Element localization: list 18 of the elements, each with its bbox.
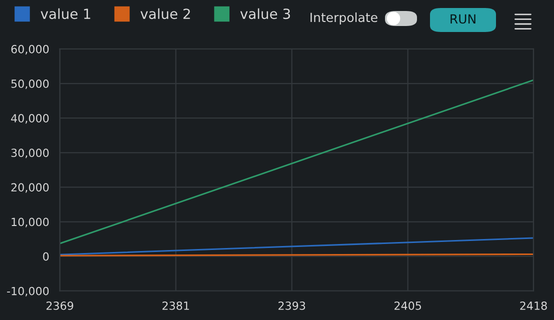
x-tick-label: 2418 [520, 301, 547, 310]
x-tick-label: 2393 [278, 301, 306, 310]
text: RUN [450, 14, 476, 24]
legend-label: value 1 [40, 8, 90, 20]
y-tick-label: -10,000 [7, 286, 49, 296]
y-tick-label: 50,000 [11, 79, 49, 90]
y-tick-label: 0 [43, 252, 49, 261]
y-tick-label: 40,000 [11, 114, 49, 124]
y-tick-label: 10,000 [12, 218, 49, 228]
x-tick-label: 2405 [394, 301, 421, 310]
x-tick-label: 2381 [162, 301, 189, 310]
y-tick-label: 30,000 [11, 148, 49, 158]
legend-label: value 2 [140, 8, 190, 20]
text: Interpolate [310, 12, 378, 25]
legend-label: value 3 [240, 8, 290, 20]
x-tick-label: 2369 [46, 301, 74, 310]
y-tick-label: 20,000 [11, 183, 49, 193]
y-tick-label: 60,000 [11, 44, 49, 54]
